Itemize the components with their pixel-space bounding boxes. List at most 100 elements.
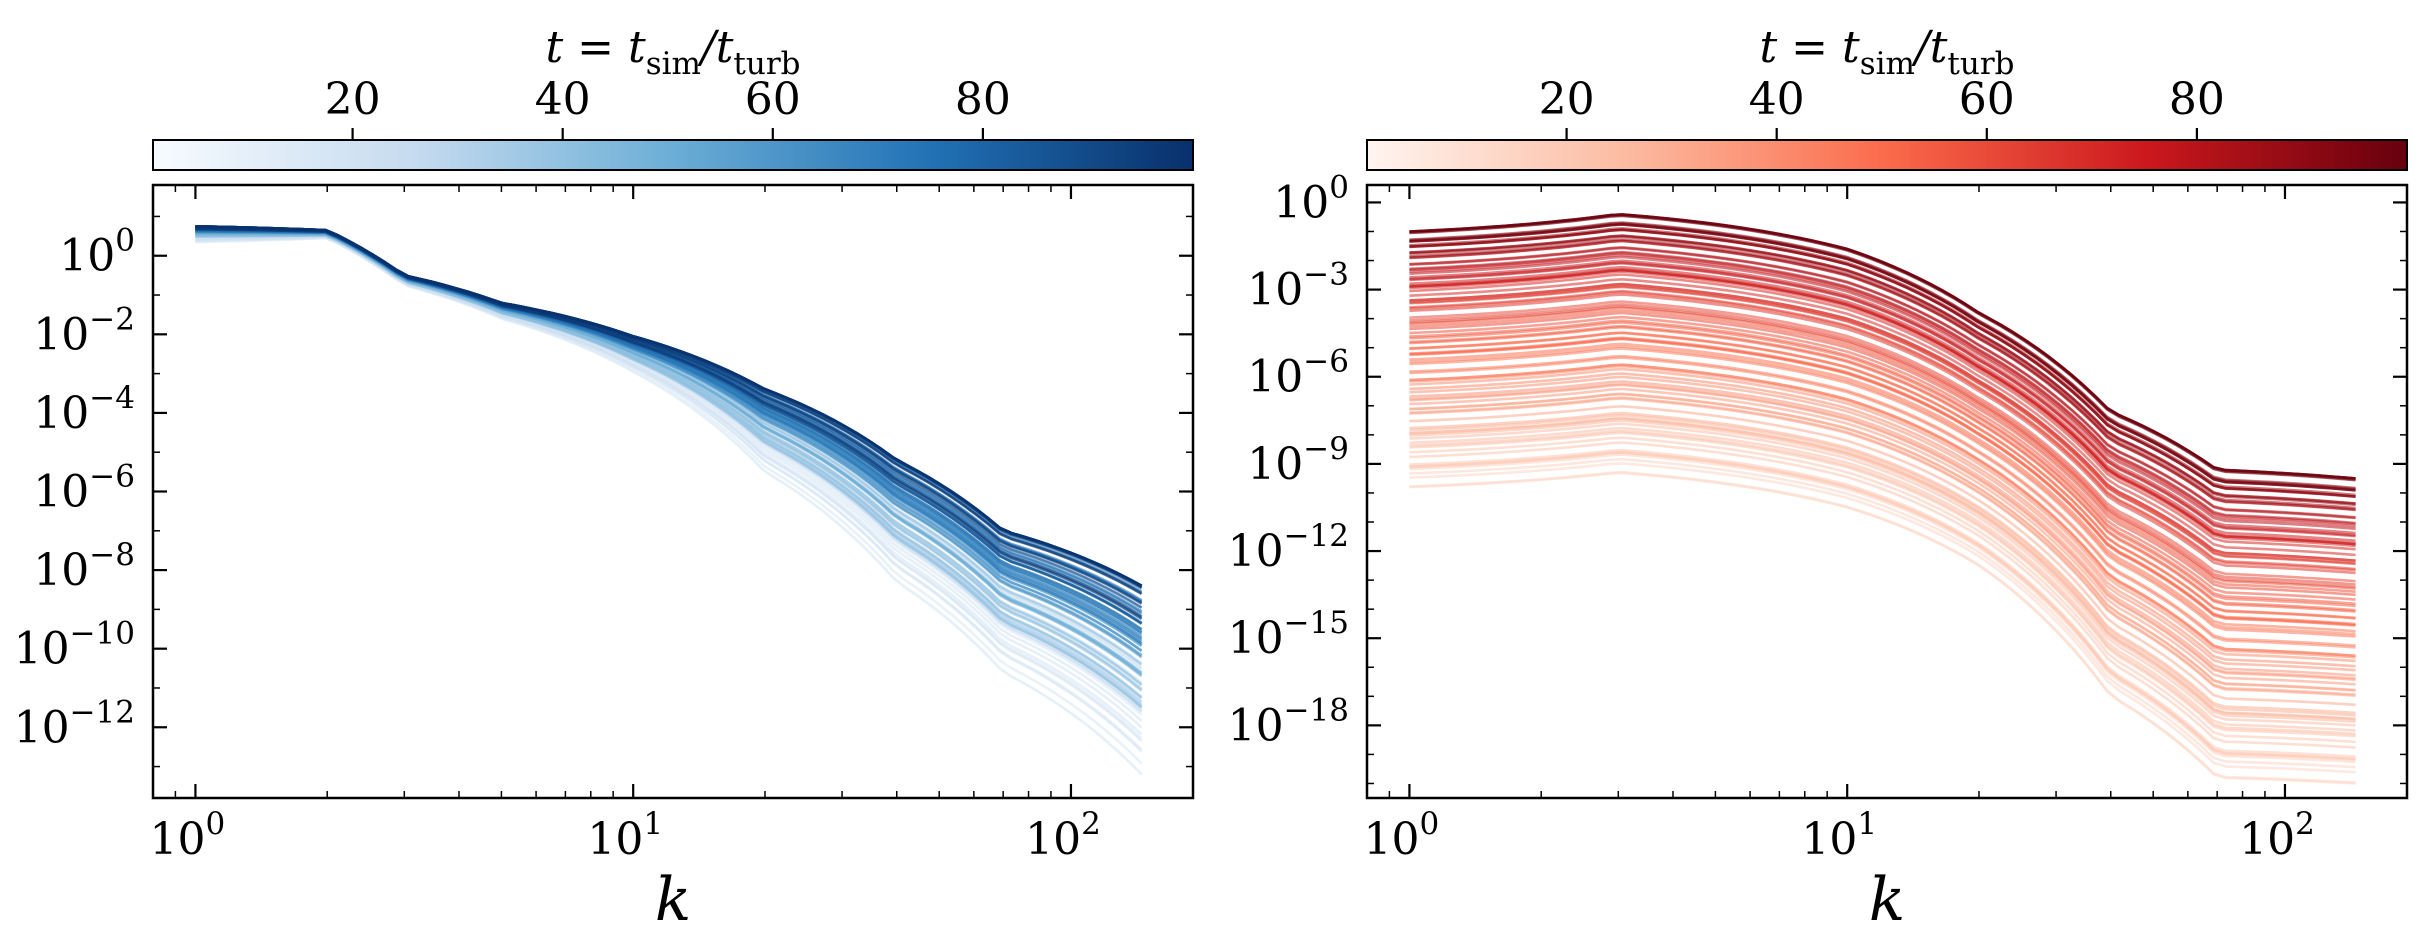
spectrum-curve bbox=[1409, 396, 2356, 696]
spectrum-curve bbox=[1409, 429, 2356, 736]
spectrum-curve bbox=[1409, 331, 2356, 620]
colorbar-label-left: t = tsim/tturb bbox=[545, 22, 800, 82]
spectrum-curve bbox=[1409, 234, 2356, 505]
spectrum-curve bbox=[195, 236, 1143, 776]
y-tick-label: 10−9 bbox=[1247, 431, 1349, 490]
spectrum-curve bbox=[1409, 213, 2356, 480]
spectrum-curve bbox=[195, 235, 1143, 742]
spectrum-curve bbox=[1409, 277, 2356, 557]
spectrum-curve bbox=[1409, 261, 2356, 537]
y-tick-label: 10−6 bbox=[1247, 344, 1349, 403]
colorbar-right bbox=[1366, 139, 2408, 171]
y-tick-label: 100 bbox=[1273, 169, 1349, 228]
spectrum-curve bbox=[195, 235, 1143, 751]
spectrum-curve bbox=[1409, 342, 2356, 633]
spectrum-curve bbox=[1409, 305, 2356, 589]
x-tick-label: 102 bbox=[2239, 806, 2315, 865]
spectrum-curve bbox=[1409, 411, 2356, 715]
y-tick-label: 10−15 bbox=[1228, 605, 1349, 664]
spectrum-curve bbox=[1409, 345, 2356, 636]
spectrum-curve bbox=[1409, 325, 2356, 613]
spectrum-curve bbox=[1409, 375, 2356, 672]
colorbar-tick-label: 80 bbox=[2169, 74, 2225, 125]
spectrum-curve bbox=[1409, 450, 2356, 761]
spectrum-curve bbox=[1409, 422, 2356, 727]
spectrum-curve bbox=[1409, 462, 2356, 774]
spectrum-curve bbox=[1409, 238, 2356, 510]
colorbar-label-right: t = tsim/tturb bbox=[1759, 22, 2014, 82]
spectrum-curve bbox=[1409, 436, 2356, 744]
spectrum-curve bbox=[195, 230, 1143, 648]
axes-frame-right bbox=[1365, 183, 2409, 800]
colorbar-tick-label: 60 bbox=[1959, 74, 2015, 125]
spectrum-curve bbox=[195, 229, 1143, 646]
x-tick-label: 100 bbox=[150, 806, 226, 865]
y-tick-label: 10−12 bbox=[1228, 518, 1349, 577]
spectrum-curve bbox=[195, 234, 1143, 729]
spectrum-curve bbox=[1409, 431, 2356, 738]
spectrum-curve bbox=[1409, 364, 2356, 659]
spectrum-curve bbox=[1409, 250, 2356, 525]
spectrum-curve bbox=[1409, 315, 2356, 601]
spectrum-curve bbox=[1409, 354, 2356, 647]
spectrum-curve bbox=[1409, 293, 2356, 575]
spectrum-curve bbox=[195, 225, 1143, 593]
spectrum-curve bbox=[1409, 311, 2356, 597]
spectrum-curve bbox=[1409, 363, 2356, 658]
spectrum-curve bbox=[195, 227, 1143, 618]
spectrum-curve bbox=[1409, 457, 2356, 769]
spectrum-curve bbox=[1409, 268, 2356, 546]
x-tick-label: 101 bbox=[1801, 806, 1877, 865]
x-axis-label-right: k bbox=[1869, 865, 1905, 935]
y-tick-label: 10−18 bbox=[1228, 692, 1349, 751]
spectrum-curve bbox=[1409, 255, 2356, 531]
axes-frame-left bbox=[151, 183, 1195, 800]
colorbar-tick-label: 60 bbox=[745, 74, 801, 125]
spectrum-curve bbox=[1409, 404, 2356, 707]
spectrum-curve bbox=[1409, 265, 2356, 542]
spectrum-curve bbox=[1409, 282, 2356, 562]
left-panel: t = tsim/tturb 20 40 60 80 100 101 102 100 10−2… bbox=[14, 22, 1195, 935]
spectrum-curve bbox=[1409, 387, 2356, 686]
spectrum-curve bbox=[195, 229, 1143, 647]
spectrum-curve bbox=[1409, 223, 2356, 492]
spectrum-curve bbox=[1409, 246, 2356, 520]
spectrum-curve bbox=[1409, 383, 2356, 681]
colorbar-ticks-right: 20 40 60 80 bbox=[1539, 74, 2225, 140]
spectrum-curve bbox=[1409, 289, 2356, 571]
spectrum-curve bbox=[1409, 441, 2356, 749]
spectrum-curve bbox=[1409, 372, 2356, 668]
axis-ticks-left: 100 101 102 100 10−2 10−4 10−6 10−8 10−10 10−12 bbox=[14, 185, 1193, 865]
y-tick-label: 10−6 bbox=[33, 459, 135, 518]
y-tick-label: 10−10 bbox=[14, 616, 135, 675]
spectrum-curve bbox=[195, 232, 1143, 676]
spectrum-curve bbox=[1409, 273, 2356, 551]
curves-right bbox=[1409, 213, 2356, 785]
spectrum-curve bbox=[1409, 321, 2356, 608]
y-tick-label: 10−8 bbox=[33, 537, 135, 596]
right-panel: t = tsim/tturb 20 40 60 80 100 101 102 100 10−3… bbox=[1228, 22, 2409, 935]
spectrum-curve bbox=[195, 233, 1143, 708]
spectrum-curve bbox=[1409, 284, 2356, 565]
spectrum-curve bbox=[1409, 221, 2356, 490]
spectrum-curve bbox=[1409, 426, 2356, 732]
spectrum-curve bbox=[1409, 214, 2356, 482]
spectrum-curve bbox=[1409, 337, 2356, 627]
colorbar-ticks-left: 20 40 60 80 bbox=[325, 74, 1011, 140]
y-tick-label: 10−12 bbox=[14, 694, 135, 753]
spectrum-curve bbox=[1409, 367, 2356, 663]
spectrum-curve bbox=[1409, 453, 2356, 764]
spectrum-curve bbox=[1409, 448, 2356, 758]
spectrum-curve bbox=[195, 225, 1143, 596]
spectrum-curve bbox=[195, 236, 1143, 765]
y-tick-label: 100 bbox=[59, 223, 135, 282]
colorbar-tick-label: 20 bbox=[1539, 74, 1595, 125]
spectrum-curve bbox=[1409, 380, 2356, 677]
x-axis-label-left: k bbox=[655, 865, 691, 935]
spectrum-curve bbox=[195, 233, 1143, 709]
spectrum-curve bbox=[1409, 392, 2356, 692]
spectrum-curve bbox=[1409, 471, 2356, 785]
spectrum-curve bbox=[1409, 309, 2356, 593]
spectrum-curve bbox=[195, 233, 1143, 709]
